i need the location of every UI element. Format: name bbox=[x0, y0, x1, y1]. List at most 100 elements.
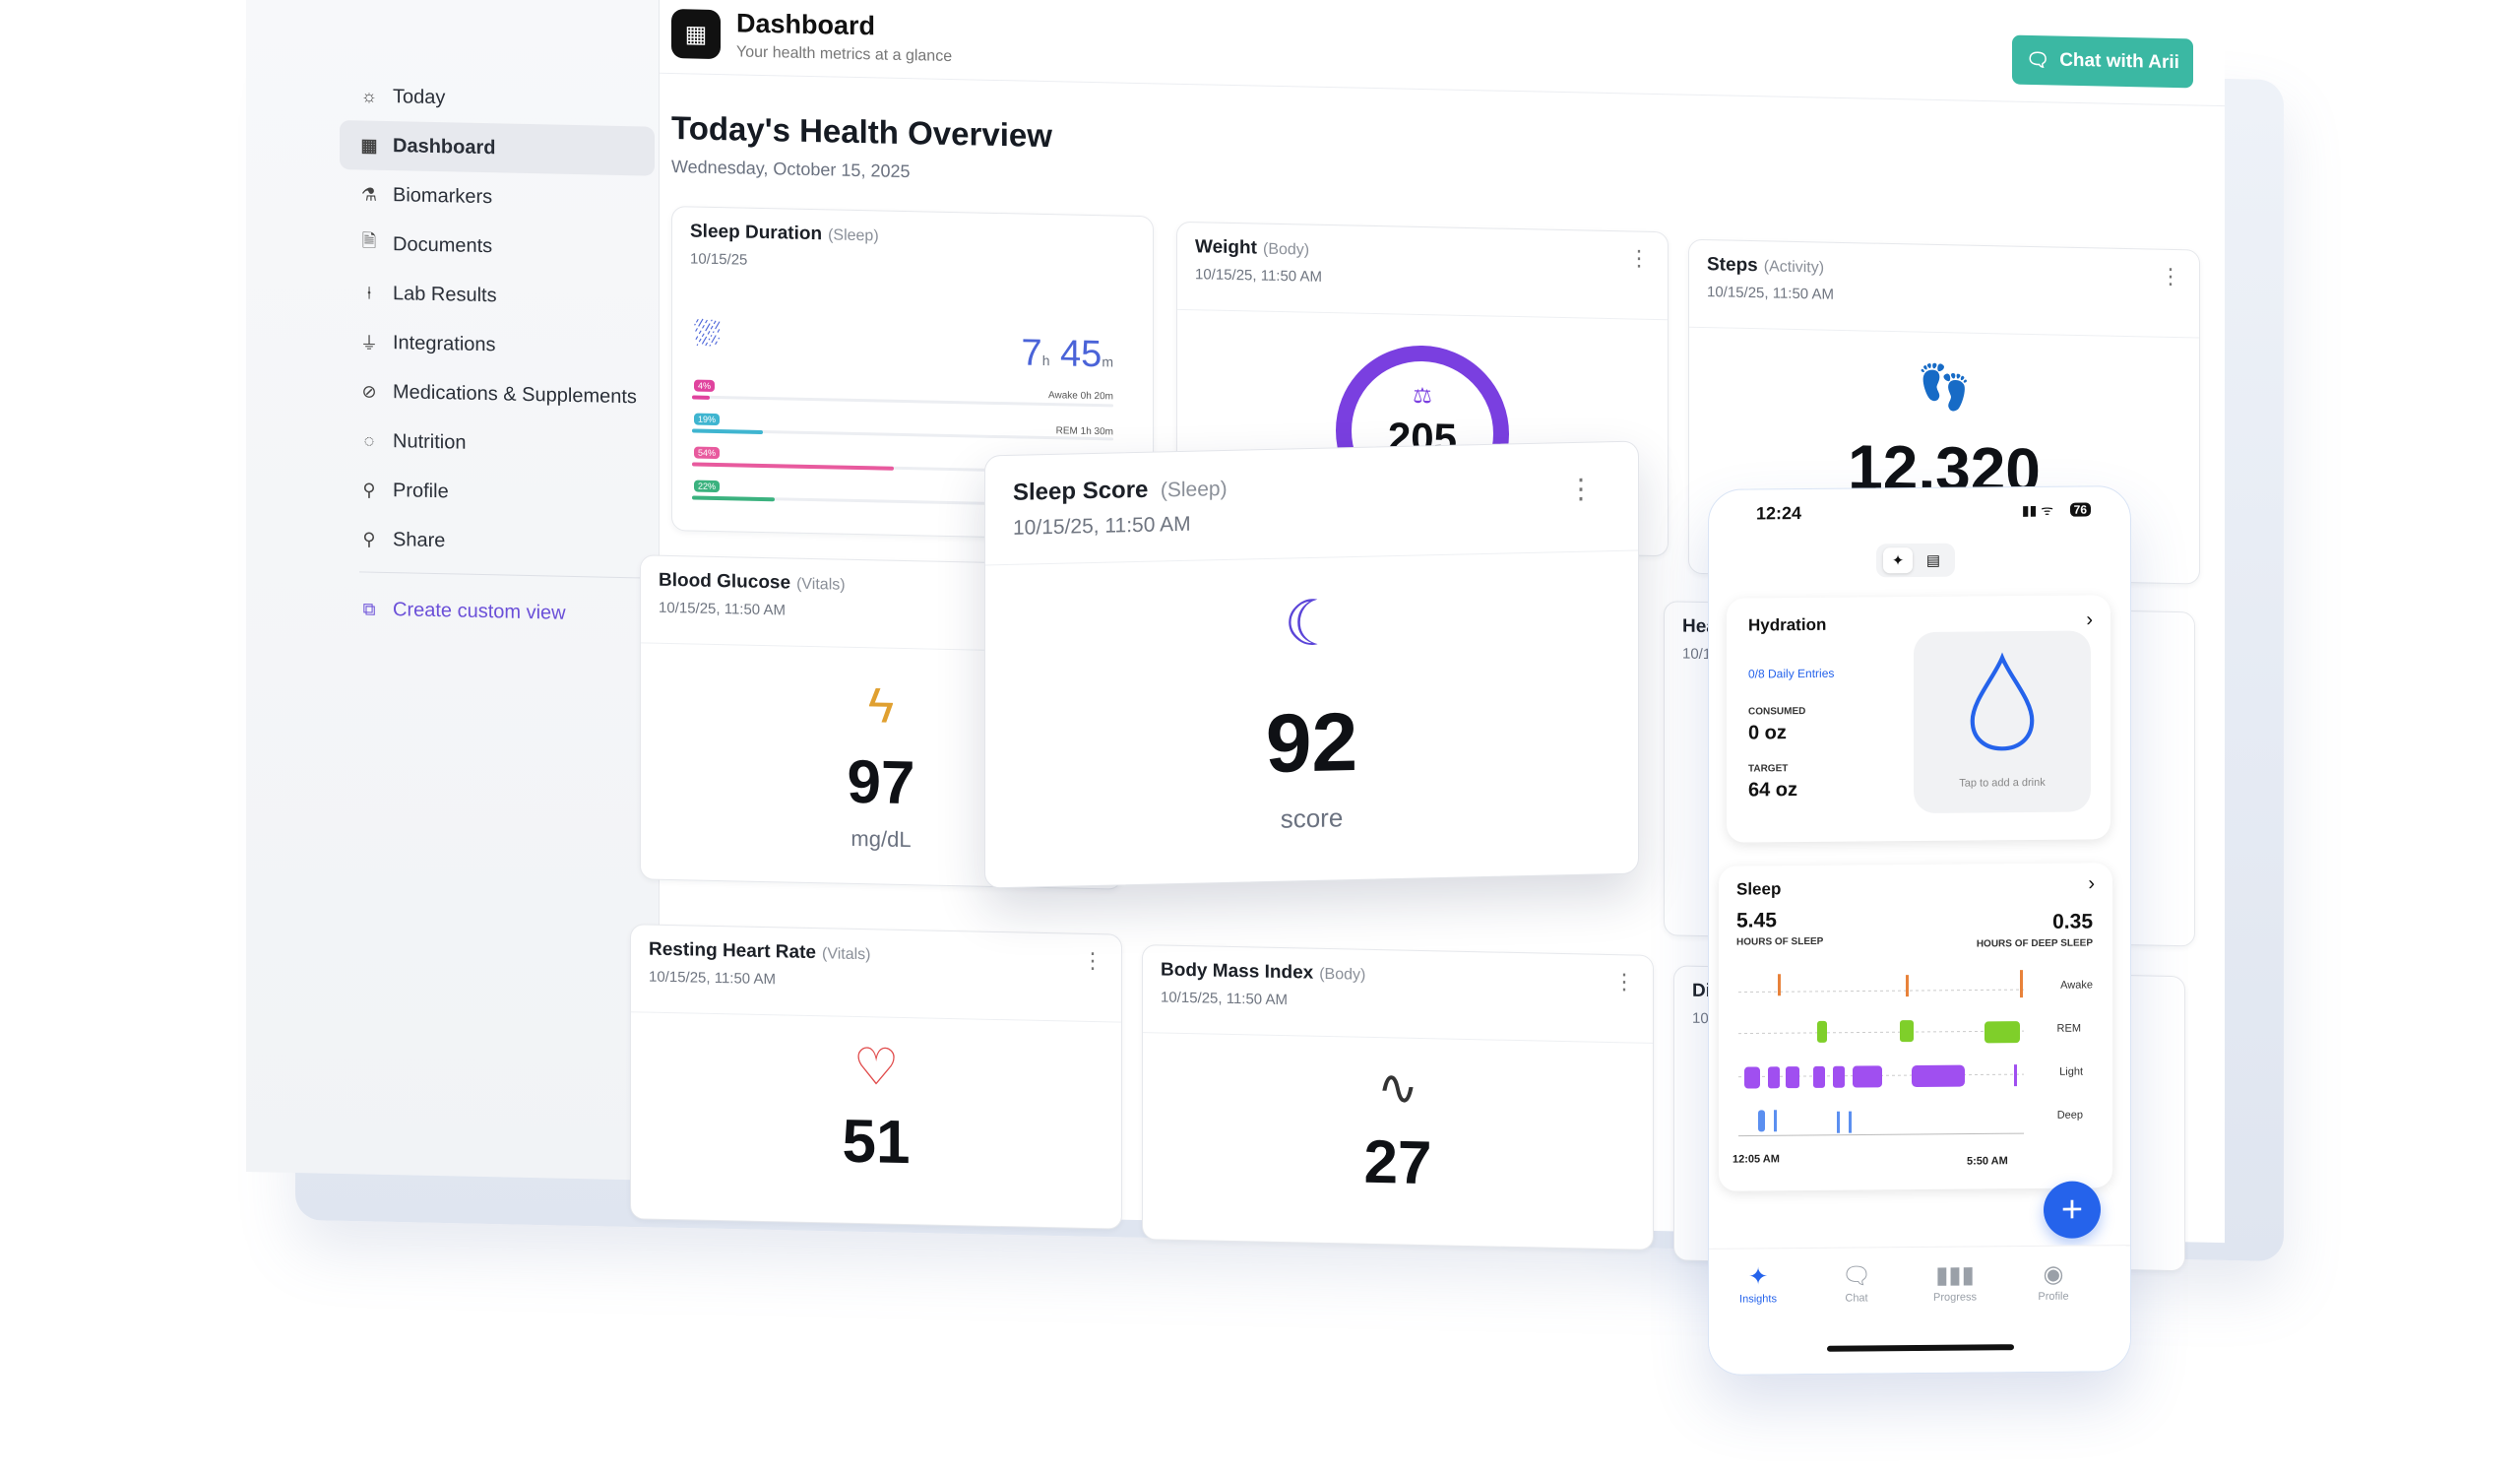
more-menu-icon[interactable]: ⋮ bbox=[1567, 473, 1595, 505]
popup-category: (Sleep) bbox=[1160, 477, 1228, 502]
flask-icon: ⚗ bbox=[360, 183, 378, 205]
card-divider bbox=[1689, 326, 2199, 339]
sidebar-item-label: Profile bbox=[393, 479, 449, 502]
sidebar-item-dashboard[interactable]: ▦ Dashboard bbox=[340, 119, 655, 176]
more-menu-icon[interactable]: ⋮ bbox=[1628, 245, 1650, 271]
grid-icon: ▦ bbox=[360, 134, 378, 156]
card-title: Weight bbox=[1195, 236, 1257, 259]
hours-unit: h bbox=[1041, 352, 1050, 369]
sidebar-item-documents[interactable]: 🗎 Documents bbox=[340, 219, 655, 275]
chevron-right-icon: › bbox=[2086, 609, 2093, 631]
sleep-score-popup[interactable]: Sleep Score (Sleep) 10/15/25, 11:50 AM ⋮… bbox=[984, 440, 1639, 889]
chevron-right-icon: › bbox=[2088, 872, 2095, 895]
sleep-start-time: 12:05 AM bbox=[1732, 1153, 1780, 1166]
tab-progress[interactable]: ▮▮▮ Progress bbox=[1916, 1260, 1994, 1304]
heart-icon: ♡ bbox=[852, 1038, 900, 1097]
calendar-view-icon[interactable]: ▤ bbox=[1925, 551, 1941, 569]
phone-time: 12:24 bbox=[1756, 503, 1802, 524]
card-date: 10/15/25, 11:50 AM bbox=[1161, 989, 1288, 1009]
test-tube-icon: ⍿ bbox=[366, 283, 372, 303]
deep-sleep-label: HOURS OF DEEP SLEEP bbox=[1976, 937, 2093, 950]
view-switcher[interactable]: ✦ ▤ bbox=[1876, 543, 1955, 578]
battery-level: 76 bbox=[2069, 502, 2091, 517]
card-date: 10/15/25 bbox=[690, 250, 748, 269]
add-fab-button[interactable]: + bbox=[2044, 1181, 2101, 1239]
card-resting-heart-rate[interactable]: Resting Heart Rate (Vitals) 10/15/25, 11:… bbox=[630, 924, 1122, 1230]
tab-label: Profile bbox=[2038, 1290, 2069, 1303]
card-date: 10/15/25, 11:50 AM bbox=[1707, 284, 1834, 303]
pulse-icon: ∿ bbox=[1377, 1059, 1418, 1116]
create-custom-view-label: Create custom view bbox=[393, 598, 566, 624]
stage-percent-badge: 4% bbox=[694, 379, 716, 392]
card-header: Sleep Duration (Sleep) 10/15/25 bbox=[690, 221, 1135, 276]
card-header: Weight (Body) 10/15/25, 11:50 AM bbox=[1195, 236, 1650, 292]
sidebar-item-integrations[interactable]: ⏚ Integrations bbox=[340, 317, 655, 373]
chat-button[interactable]: 🗨 Chat with Arii bbox=[2012, 34, 2193, 89]
sleep-hours-value: 5.45 bbox=[1736, 909, 1777, 932]
sidebar-divider bbox=[359, 571, 645, 579]
water-drop-icon bbox=[1970, 652, 2035, 751]
sidebar-item-profile[interactable]: ⚲ Profile bbox=[340, 465, 655, 521]
plug-icon: ⏚ bbox=[360, 333, 378, 353]
chat-bubble-icon: 🗨 bbox=[1841, 1262, 1872, 1290]
card-header: Body Mass Index (Body) 10/15/25, 11:50 AM bbox=[1161, 959, 1635, 1015]
chat-button-label: Chat with Arii bbox=[2059, 49, 2179, 74]
tab-insights[interactable]: ✦ Insights bbox=[1719, 1262, 1797, 1306]
card-bmi[interactable]: Body Mass Index (Body) 10/15/25, 11:50 AM… bbox=[1142, 944, 1654, 1251]
sparkle-view-icon[interactable]: ✦ bbox=[1883, 547, 1913, 574]
card-title: Resting Heart Rate bbox=[649, 938, 816, 964]
tab-profile[interactable]: ◉ Profile bbox=[2014, 1259, 2093, 1303]
card-date: 10/15/25, 11:50 AM bbox=[1195, 266, 1322, 286]
more-menu-icon[interactable]: ⋮ bbox=[1082, 947, 1103, 974]
stage-percent-badge: 22% bbox=[694, 480, 721, 493]
sleep-stage-rows: 4% 19% 54% 22% bbox=[672, 207, 1153, 508]
tab-chat[interactable]: 🗨 Chat bbox=[1817, 1261, 1896, 1305]
more-menu-icon[interactable]: ⋮ bbox=[1613, 969, 1635, 994]
card-title: Blood Glucose bbox=[659, 569, 791, 594]
sidebar-item-label: Nutrition bbox=[393, 429, 467, 454]
card-header: Steps (Activity) 10/15/25, 11:50 AM bbox=[1707, 254, 2181, 310]
hydration-title: Hydration bbox=[1748, 614, 1827, 635]
card-title: Steps bbox=[1707, 254, 1758, 277]
tap-hint: Tap to add a drink bbox=[1959, 776, 2046, 790]
sleep-card[interactable]: Sleep › 5.45 HOURS OF SLEEP 0.35 HOURS O… bbox=[1719, 863, 2112, 1191]
sleep-hours: 7 bbox=[1021, 332, 1042, 374]
resting-hr-value: 51 bbox=[842, 1107, 911, 1178]
sidebar-item-nutrition[interactable]: ◌ Nutrition bbox=[340, 416, 655, 472]
add-drink-button[interactable]: Tap to add a drink bbox=[1914, 630, 2091, 814]
stage-label-rem: REM bbox=[2056, 1022, 2081, 1035]
sidebar-item-label: Medications & Supplements bbox=[393, 380, 637, 408]
sleep-card-title: Sleep bbox=[1736, 879, 1782, 899]
hydration-card[interactable]: Hydration › 0/8 Daily Entries CONSUMED 0… bbox=[1727, 595, 2110, 843]
card-category: (Body) bbox=[1319, 965, 1366, 984]
card-category: (Activity) bbox=[1763, 258, 1825, 277]
more-menu-icon[interactable]: ⋮ bbox=[2160, 263, 2181, 289]
sidebar-item-share[interactable]: ⚲ Share bbox=[340, 514, 655, 570]
pill-icon: ⊘ bbox=[361, 380, 377, 402]
tab-label: Chat bbox=[1845, 1292, 1868, 1305]
profile-icon: ◉ bbox=[2043, 1260, 2064, 1288]
phone-mockup: 12:24 ▮▮ ᯤ 76 ✦ ▤ Hydration › 0/8 Daily … bbox=[1708, 485, 2131, 1376]
target-value: 64 oz bbox=[1748, 779, 1798, 802]
sidebar-item-lab-results[interactable]: ⍿ Lab Results bbox=[340, 268, 655, 324]
card-divider bbox=[1177, 308, 1668, 321]
sleep-score-unit: score bbox=[1280, 802, 1344, 834]
sidebar-item-label: Share bbox=[393, 528, 446, 551]
card-title: Body Mass Index bbox=[1161, 959, 1314, 984]
card-header: Resting Heart Rate (Vitals) 10/15/25, 11:… bbox=[649, 939, 1103, 995]
bar-chart-icon: ▮▮▮ bbox=[1935, 1261, 1975, 1289]
sidebar-item-biomarkers[interactable]: ⚗ Biomarkers bbox=[340, 169, 655, 225]
sidebar-item-medications[interactable]: ⊘ Medications & Supplements bbox=[340, 366, 655, 422]
phone-tab-bar: ✦ Insights 🗨 Chat ▮▮▮ Progress ◉ Profile bbox=[1709, 1245, 2130, 1376]
card-date: 10/15/25, 11:50 AM bbox=[649, 968, 776, 989]
user-plus-icon: ⚲ bbox=[362, 528, 376, 549]
stage-fill-bar bbox=[692, 462, 894, 471]
card-title: Sleep Duration bbox=[690, 221, 823, 245]
card-category: (Body) bbox=[1262, 240, 1310, 259]
stage-label-deep: Deep bbox=[2056, 1109, 2083, 1122]
card-category: (Vitals) bbox=[796, 575, 846, 594]
apple-icon: ◌ bbox=[363, 430, 375, 451]
sidebar-item-today[interactable]: ☼ Today bbox=[340, 71, 655, 127]
create-custom-view-link[interactable]: ⧉ Create custom view bbox=[340, 584, 655, 640]
sun-icon: ☼ bbox=[360, 85, 378, 106]
